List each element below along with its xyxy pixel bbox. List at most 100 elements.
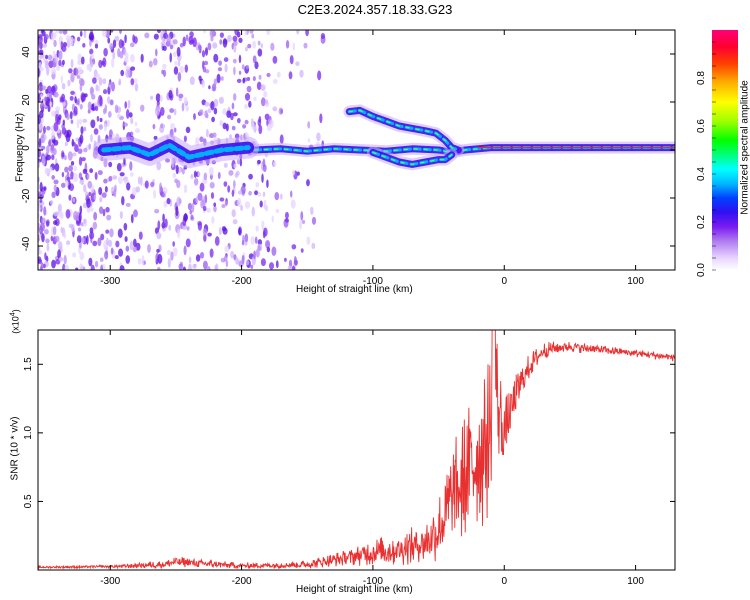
noise-speck (88, 257, 93, 267)
noise-speck (270, 42, 275, 51)
noise-speck (39, 194, 45, 199)
noise-speck (112, 175, 118, 180)
noise-speck (68, 165, 73, 172)
colorbar-label: Normalized spectral amplitude (739, 80, 750, 215)
noise-speck (195, 196, 199, 203)
noise-speck (108, 81, 113, 89)
noise-speck (272, 106, 278, 112)
noise-speck (88, 31, 94, 41)
noise-speck (213, 205, 217, 213)
noise-speck (105, 32, 111, 37)
noise-speck (273, 161, 277, 168)
noise-speck (119, 265, 125, 270)
noise-speck (104, 186, 108, 193)
noise-speck (102, 30, 107, 38)
noise-speck (86, 234, 89, 245)
noise-speck (134, 78, 138, 84)
noise-speck (162, 45, 167, 51)
noise-speck (66, 129, 72, 138)
noise-speck (137, 176, 141, 185)
noise-speck (284, 257, 287, 262)
noise-speck (248, 100, 252, 108)
noise-speck (185, 238, 191, 248)
noise-speck (183, 96, 188, 105)
noise-speck (77, 60, 83, 66)
noise-speck (65, 209, 71, 219)
noise-speck (144, 32, 150, 39)
noise-speck (41, 156, 46, 166)
noise-speck (203, 30, 207, 34)
noise-speck (68, 40, 74, 47)
noise-speck (102, 78, 107, 85)
noise-speck (206, 207, 211, 213)
noise-speck (227, 35, 232, 43)
noise-speck (177, 228, 181, 239)
noise-speck (64, 180, 69, 187)
noise-speck (73, 172, 78, 183)
noise-speck (197, 171, 201, 178)
noise-speck (287, 265, 292, 270)
noise-speck (260, 84, 266, 91)
noise-speck (71, 141, 76, 146)
noise-speck (173, 108, 177, 116)
noise-speck (159, 182, 162, 193)
noise-speck (135, 186, 140, 193)
noise-speck (211, 216, 215, 224)
noise-speck (153, 189, 156, 199)
noise-speck (153, 135, 158, 140)
noise-speck (169, 44, 173, 50)
noise-speck (38, 49, 43, 55)
noise-speck (83, 147, 88, 153)
noise-speck (137, 258, 142, 265)
noise-speck (221, 225, 227, 232)
noise-speck (250, 264, 254, 269)
noise-speck (125, 255, 131, 264)
noise-speck (64, 141, 68, 147)
noise-speck (160, 191, 165, 198)
noise-speck (156, 161, 162, 171)
noise-speck (249, 30, 254, 34)
noise-speck (93, 194, 97, 200)
noise-speck (247, 43, 252, 49)
noise-speck (182, 36, 186, 47)
noise-speck (48, 166, 53, 172)
noise-speck (70, 72, 75, 83)
noise-speck (204, 47, 209, 56)
noise-speck (219, 197, 225, 202)
noise-speck (73, 165, 77, 172)
noise-speck (319, 113, 323, 124)
noise-speck (90, 53, 94, 60)
noise-speck (79, 103, 83, 110)
noise-speck (205, 113, 209, 119)
noise-speck (199, 136, 204, 143)
noise-speck (105, 206, 110, 213)
noise-speck (38, 37, 42, 43)
noise-speck (192, 37, 197, 48)
noise-speck (219, 32, 224, 38)
noise-speck (251, 206, 255, 217)
noise-speck (125, 52, 129, 58)
noise-speck (176, 46, 181, 57)
noise-speck (87, 101, 92, 111)
noise-speck (52, 226, 57, 236)
noise-speck (55, 113, 60, 124)
noise-speck (199, 182, 205, 192)
noise-speck (129, 172, 134, 177)
noise-speck (111, 186, 115, 195)
noise-speck (60, 96, 65, 103)
noise-speck (38, 95, 41, 103)
noise-speck (97, 237, 102, 247)
noise-speck (212, 132, 217, 138)
noise-speck (293, 256, 297, 266)
noise-speck (38, 160, 41, 169)
noise-speck (183, 135, 187, 143)
noise-speck (41, 30, 44, 34)
snr-frame (37, 329, 676, 571)
noise-speck (38, 205, 41, 211)
noise-speck (254, 190, 259, 196)
noise-speck (169, 108, 175, 113)
noise-speck (39, 265, 43, 270)
noise-speck (191, 264, 197, 270)
spectrogram-xtick-label: 0 (501, 276, 507, 287)
noise-speck (50, 235, 54, 242)
